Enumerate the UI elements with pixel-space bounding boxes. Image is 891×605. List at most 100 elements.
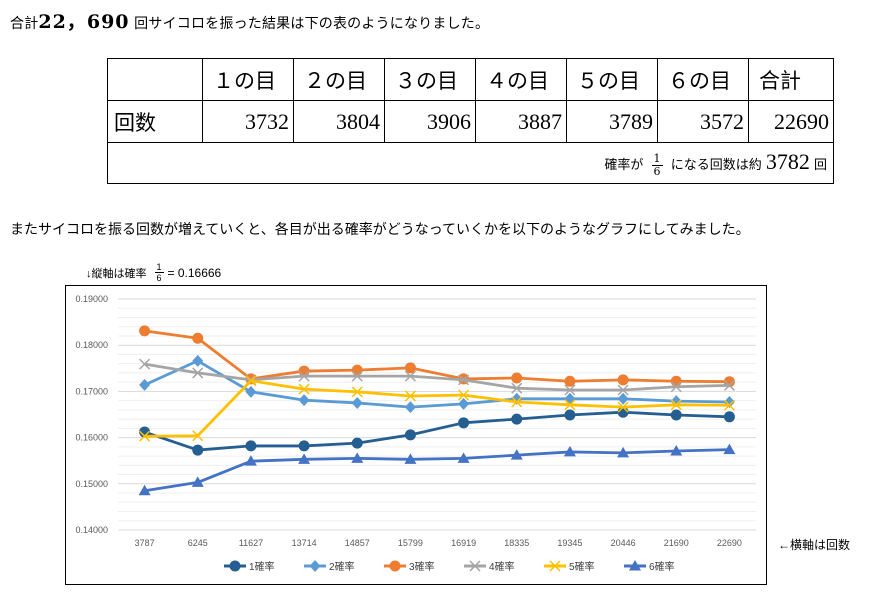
row-label: 回数 [107,100,203,143]
data-point-series-4 [670,381,682,393]
data-point-series-3 [511,372,523,384]
data-point-series-1 [511,413,523,425]
data-point-series-5 [351,386,363,398]
legend-label: 2確率 [329,560,355,573]
data-point-series-1 [298,440,310,452]
table-note-row: 確率が 1 6 になる回数は約 3782 回 [107,142,834,184]
x-tick-label: 18335 [504,538,529,548]
legend-marker-icon [629,560,641,571]
legend-marker-icon [229,560,241,572]
data-point-series-3 [192,332,204,344]
data-point-series-6 [617,446,630,458]
data-point-series-5 [298,383,310,395]
legend-marker-icon [389,560,401,572]
x-tick-label: 22690 [717,538,742,548]
data-point-series-6 [670,444,683,456]
x-tick-label: 15799 [398,538,423,548]
count-cell: 3887 [475,100,567,143]
data-point-series-3 [617,374,629,386]
x-axis-hint: ←横軸は回数 [778,538,851,552]
x-tick-label: 14857 [345,538,370,548]
line-chart: 0.14000 0.15000 0.16000 0.17000 0.18000 0.190… [75,294,756,573]
data-point-series-6 [298,453,311,464]
y-tick-label: 0.16000 [75,433,108,443]
x-tick-label: 6245 [188,538,208,548]
legend-marker-icon [549,560,561,572]
table-header-cell [107,58,203,101]
fraction-numerator: 1 [651,151,663,166]
data-point-series-6 [191,476,204,487]
data-point-series-6 [723,443,736,455]
table-header-cell: ３の目 [384,58,476,101]
fraction-denominator: 6 [653,164,661,178]
x-tick-label: 11627 [239,538,263,548]
data-point-series-4 [298,370,310,382]
data-point-series-5 [617,401,629,413]
total-cell: 22690 [748,100,834,143]
series-line-1 [144,410,730,452]
y-tick-label: 0.14000 [75,525,108,535]
legend-label: 6確率 [649,560,675,573]
note-middle: になる回数は約 [670,157,762,173]
data-point-series-5 [458,389,470,401]
count-cell: 3789 [566,100,658,143]
table-row: 回数 3732 3804 3906 3887 3789 3572 22690 [107,100,834,143]
data-point-series-6 [510,449,523,460]
data-point-series-2 [245,385,257,398]
data-point-series-2 [298,394,310,407]
table-header-cell: ５の目 [566,58,658,101]
graph-intro-sentence: またサイコロを振る回数が増えていくと、各目が出る確率がどうなっていくかを以下のよ… [10,222,750,238]
data-point-series-3 [670,375,682,387]
expected-count-note: 確率が 1 6 になる回数は約 3782 回 [107,142,834,184]
y-axis-hint: ↓縦軸は確率 1 6 = 0.16666 [86,262,221,283]
data-point-series-2 [404,401,416,414]
data-point-series-6 [244,455,257,466]
table-header-cell: ６の目 [657,58,749,101]
note-prefix: 確率が [604,157,644,173]
legend-label: 3確率 [409,560,435,573]
intro-suffix: 回サイコロを振った結果は下の表のようになりました。 [134,16,490,32]
count-cell: 3732 [202,100,294,143]
y-tick-label: 0.18000 [75,340,108,350]
data-point-series-1 [351,437,363,449]
total-rolls: 22，690 [38,11,130,33]
results-table: １の目 ２の目 ３の目 ４の目 ５の目 ６の目 合計 回数 3732 3804 … [107,58,834,184]
data-point-series-1 [670,409,682,421]
data-point-series-4 [458,374,470,386]
x-tick-label: 19345 [557,538,582,548]
data-point-series-1 [723,411,735,423]
intro-sentence: 合計22，690 回サイコロを振った結果は下の表のようになりました。 [10,7,489,34]
x-tick-label: 20446 [611,538,636,548]
count-cell: 3804 [293,100,385,143]
legend-marker-icon [469,560,481,572]
data-point-series-5 [139,430,151,442]
intro-prefix: 合計 [10,16,39,32]
data-point-series-2 [351,396,363,409]
data-point-series-4 [404,370,416,382]
data-point-series-2 [192,354,204,367]
x-tick-label: 16919 [451,538,476,548]
legend-label: 1確率 [249,560,275,573]
data-point-series-6 [563,445,576,457]
data-point-series-5 [404,390,416,402]
fraction-numerator: 1 [154,262,164,273]
data-point-series-2 [617,392,629,405]
x-tick-label: 13714 [292,538,317,548]
data-point-series-6 [457,452,470,463]
data-point-series-2 [458,397,470,410]
data-point-series-4 [511,382,523,394]
data-point-series-1 [404,429,416,441]
table-header-cell: ４の目 [475,58,567,101]
legend-label: 4確率 [489,560,515,573]
data-point-series-5 [564,399,576,411]
series-line-2 [144,359,730,409]
data-point-series-5 [245,375,257,387]
data-point-series-3 [351,364,363,376]
table-header-cell: 合計 [748,58,834,101]
series-line-4 [144,362,730,392]
table-header-cell: １の目 [202,58,294,101]
data-point-series-1 [458,417,470,429]
data-point-series-2 [139,378,151,391]
series-line-5 [144,379,730,438]
y-tick-label: 0.19000 [75,294,108,304]
